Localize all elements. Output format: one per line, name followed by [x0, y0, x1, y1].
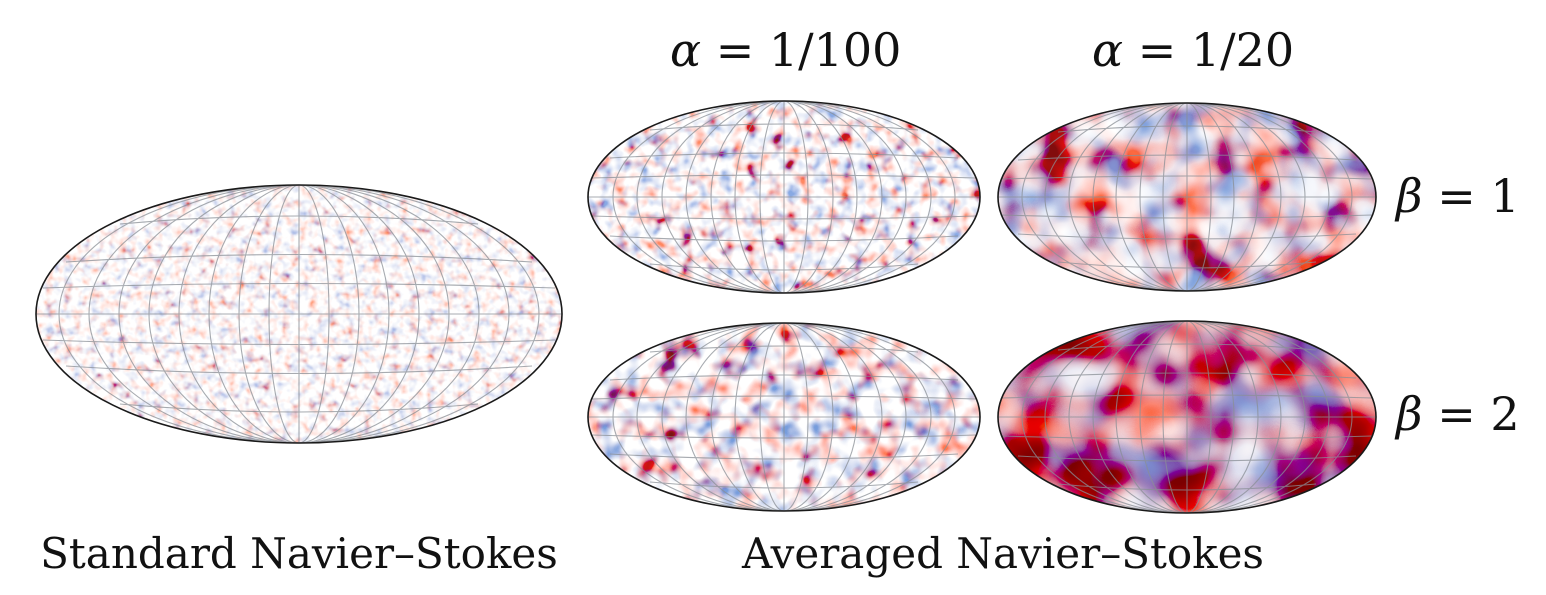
map-alpha-1-100-beta-2: [587, 322, 981, 512]
graticule-a2b1: [998, 103, 1376, 291]
graticule-standard: [36, 185, 562, 443]
map-standard: [35, 184, 563, 444]
row-label-beta-1: β = 1: [1394, 169, 1520, 223]
map-alpha-1-20-beta-2: [997, 320, 1377, 514]
column-header-alpha-1-100: α = 1/100: [670, 23, 901, 77]
graticule-a1b2: [588, 323, 980, 511]
caption-standard: Standard Navier–Stokes: [40, 529, 558, 578]
graticule-a2b2: [998, 321, 1376, 513]
map-alpha-1-100-beta-1: [587, 100, 981, 294]
row-label-beta-2: β = 2: [1394, 387, 1520, 441]
graticule-a1b1: [588, 101, 980, 293]
map-alpha-1-20-beta-1: [997, 102, 1377, 292]
column-header-alpha-1-20: α = 1/20: [1092, 23, 1294, 77]
caption-averaged: Averaged Navier–Stokes: [741, 529, 1264, 578]
